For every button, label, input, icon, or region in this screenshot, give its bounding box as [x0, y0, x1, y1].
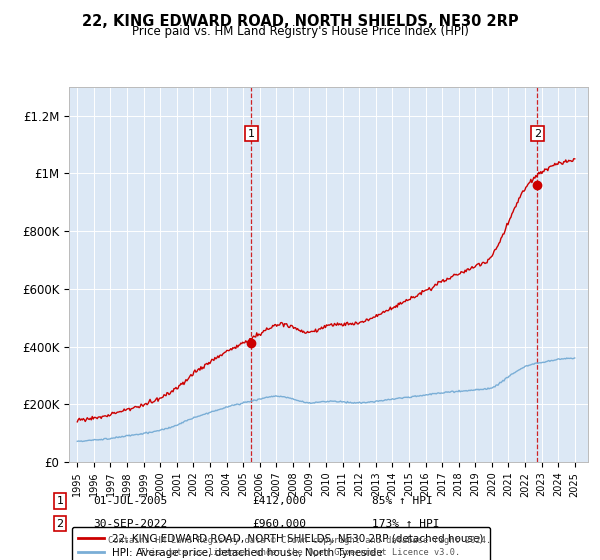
Text: 85% ↑ HPI: 85% ↑ HPI — [372, 496, 433, 506]
Text: 01-JUL-2005: 01-JUL-2005 — [93, 496, 167, 506]
Text: 2: 2 — [534, 129, 541, 139]
Legend: 22, KING EDWARD ROAD, NORTH SHIELDS, NE30 2RP (detached house), HPI: Average pri: 22, KING EDWARD ROAD, NORTH SHIELDS, NE3… — [71, 528, 490, 560]
Text: 1: 1 — [248, 129, 255, 139]
Text: 1: 1 — [56, 496, 64, 506]
Text: £960,000: £960,000 — [252, 519, 306, 529]
Text: 22, KING EDWARD ROAD, NORTH SHIELDS, NE30 2RP: 22, KING EDWARD ROAD, NORTH SHIELDS, NE3… — [82, 14, 518, 29]
Text: Contains HM Land Registry data © Crown copyright and database right 2024.
This d: Contains HM Land Registry data © Crown c… — [109, 536, 491, 557]
Text: £412,000: £412,000 — [252, 496, 306, 506]
Text: 173% ↑ HPI: 173% ↑ HPI — [372, 519, 439, 529]
Text: Price paid vs. HM Land Registry's House Price Index (HPI): Price paid vs. HM Land Registry's House … — [131, 25, 469, 38]
Text: 30-SEP-2022: 30-SEP-2022 — [93, 519, 167, 529]
Text: 2: 2 — [56, 519, 64, 529]
